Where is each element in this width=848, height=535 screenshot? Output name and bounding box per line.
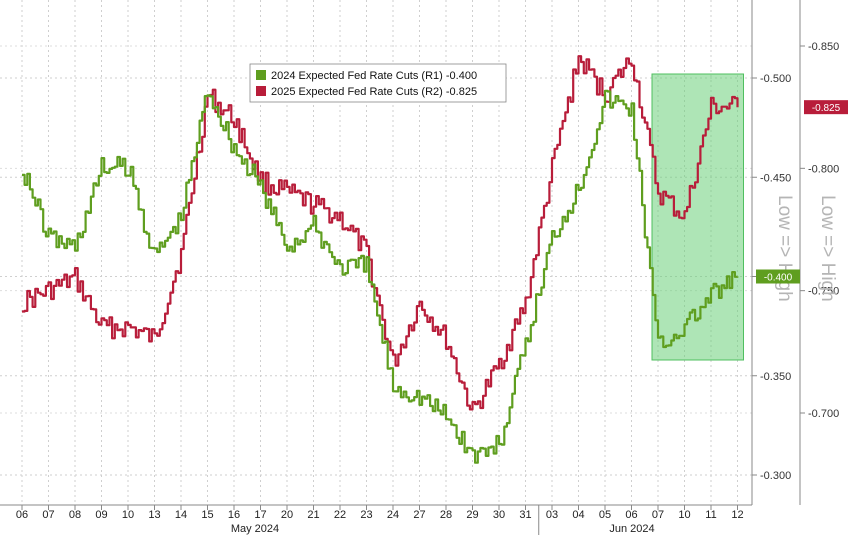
- r1-tick-label: -0.450: [760, 172, 791, 184]
- legend: 2024 Expected Fed Rate Cuts (R1) -0.400 …: [249, 63, 507, 103]
- legend-swatch-r2: [256, 86, 266, 96]
- x-tick-label: 21: [307, 509, 319, 521]
- r1-tick-label: -0.300: [760, 470, 791, 482]
- x-tick-label: 29: [466, 509, 478, 521]
- r2-last-value-text: -0.825: [812, 103, 841, 114]
- r1-tick-label: -0.350: [760, 371, 791, 383]
- x-tick-label: 05: [599, 509, 611, 521]
- x-tick-label: 16: [228, 509, 240, 521]
- x-tick-label: 11: [705, 509, 716, 521]
- x-tick-label: 31: [519, 509, 531, 521]
- r2-tick-label: -0.800: [808, 163, 839, 175]
- x-tick-label: 27: [413, 509, 425, 521]
- r2-tick-label: -0.700: [808, 408, 839, 420]
- r1-last-value-text: -0.400: [764, 273, 793, 284]
- highlight-layer: [651, 73, 744, 361]
- x-tick-label: 22: [334, 509, 346, 521]
- r2-last-value-tag: [804, 100, 848, 115]
- x-tick-label: 28: [440, 509, 452, 521]
- grid-layer: [0, 0, 752, 505]
- x-tick-label: 10: [678, 509, 690, 521]
- side-label-r1: Low => High: [774, 195, 795, 302]
- x-tick-label: 13: [148, 509, 160, 521]
- series-line-2025: [22, 55, 739, 411]
- x-tick-label: 08: [69, 509, 81, 521]
- r2-tick-label: -0.850: [808, 41, 839, 53]
- x-tick-label: 10: [122, 509, 134, 521]
- r1-last-value-tag: [756, 269, 800, 284]
- x-tick-label: 30: [493, 509, 505, 521]
- x-tick-label: 12: [731, 509, 743, 521]
- legend-label-r1: 2024 Expected Fed Rate Cuts (R1) -0.400: [271, 70, 477, 82]
- x-tick-label: 07: [652, 509, 664, 521]
- series-line-2024: [22, 89, 739, 464]
- x-tick-label: 17: [254, 509, 266, 521]
- series-layer: [22, 55, 739, 464]
- side-label-r2: Low => High: [817, 195, 838, 302]
- x-tick-label: 04: [572, 509, 584, 521]
- legend-box: [249, 63, 507, 103]
- x-tick-label: 24: [387, 509, 399, 521]
- value-tags: -0.400 -0.825: [756, 100, 848, 284]
- x-tick-label: 07: [42, 509, 54, 521]
- month-label-jun: Jun 2024: [609, 523, 654, 535]
- x-tick-label: 14: [175, 509, 187, 521]
- x-tick-label: 06: [16, 509, 28, 521]
- r1-tick-label: -0.500: [760, 73, 791, 85]
- highlight-box: [651, 73, 744, 361]
- x-tick-label: 23: [360, 509, 372, 521]
- x-tick-label: 06: [625, 509, 637, 521]
- legend-swatch-r1: [256, 70, 266, 80]
- x-tick-label: 15: [201, 509, 213, 521]
- month-label-may: May 2024: [231, 523, 279, 535]
- x-tick-label: 03: [546, 509, 558, 521]
- x-tick-label: 20: [281, 509, 293, 521]
- r2-tick-label: -0.750: [808, 286, 839, 298]
- legend-label-r2: 2025 Expected Fed Rate Cuts (R2) -0.825: [271, 86, 477, 98]
- x-tick-label: 09: [95, 509, 107, 521]
